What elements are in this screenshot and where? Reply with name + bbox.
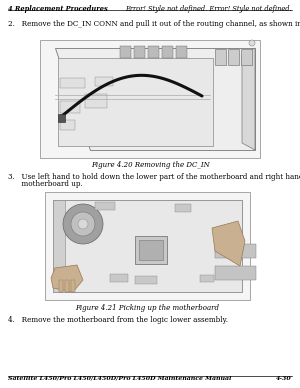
- Bar: [45, 192, 250, 300]
- Bar: [175, 204, 191, 212]
- Bar: [134, 46, 145, 58]
- Text: 3.   Use left hand to hold down the lower part of the motherboard and right hand: 3. Use left hand to hold down the lower …: [8, 173, 300, 181]
- Bar: [162, 46, 173, 58]
- Bar: [215, 244, 256, 258]
- Polygon shape: [51, 265, 83, 292]
- Bar: [60, 78, 85, 88]
- Polygon shape: [55, 48, 255, 150]
- Bar: [85, 94, 107, 108]
- Bar: [60, 120, 75, 130]
- Circle shape: [63, 204, 103, 244]
- Text: Error! Style not defined. Error! Style not defined.: Error! Style not defined. Error! Style n…: [125, 5, 292, 13]
- Polygon shape: [242, 48, 255, 150]
- Bar: [241, 49, 252, 65]
- Bar: [148, 46, 159, 58]
- Polygon shape: [212, 221, 245, 266]
- Bar: [95, 202, 115, 210]
- Circle shape: [249, 40, 255, 46]
- Bar: [200, 275, 214, 282]
- Bar: [40, 40, 260, 158]
- Bar: [53, 200, 65, 292]
- Bar: [215, 266, 256, 280]
- Circle shape: [78, 219, 88, 229]
- Text: 4-30: 4-30: [276, 376, 292, 381]
- Text: 2.   Remove the DC_IN CONN and pull it out of the routing channel, as shown in F: 2. Remove the DC_IN CONN and pull it out…: [8, 20, 300, 28]
- Bar: [139, 240, 163, 260]
- Text: 4 Replacement Procedures: 4 Replacement Procedures: [8, 5, 108, 13]
- Bar: [60, 101, 80, 113]
- Bar: [215, 49, 226, 65]
- Bar: [135, 276, 157, 284]
- Bar: [228, 49, 239, 65]
- Bar: [135, 236, 167, 264]
- Text: Satellite L450/Pro L450/L450D/Pro L450D Maintenance Manual: Satellite L450/Pro L450/L450D/Pro L450D …: [8, 376, 231, 381]
- Text: Figure 4.20 Removing the DC_IN: Figure 4.20 Removing the DC_IN: [91, 161, 209, 169]
- Text: 4.   Remove the motherboard from the logic lower assembly.: 4. Remove the motherboard from the logic…: [8, 316, 228, 324]
- Text: Figure 4.21 Picking up the motherboard: Figure 4.21 Picking up the motherboard: [76, 304, 220, 312]
- Bar: [110, 274, 128, 282]
- Circle shape: [71, 212, 95, 236]
- Bar: [58, 58, 213, 146]
- Bar: [176, 46, 187, 58]
- Text: motherboard up.: motherboard up.: [8, 180, 83, 188]
- Bar: [95, 77, 113, 86]
- Bar: [58, 114, 65, 122]
- Bar: [120, 46, 131, 58]
- Polygon shape: [65, 280, 69, 292]
- Polygon shape: [59, 280, 63, 292]
- Bar: [53, 200, 242, 292]
- Polygon shape: [71, 280, 75, 292]
